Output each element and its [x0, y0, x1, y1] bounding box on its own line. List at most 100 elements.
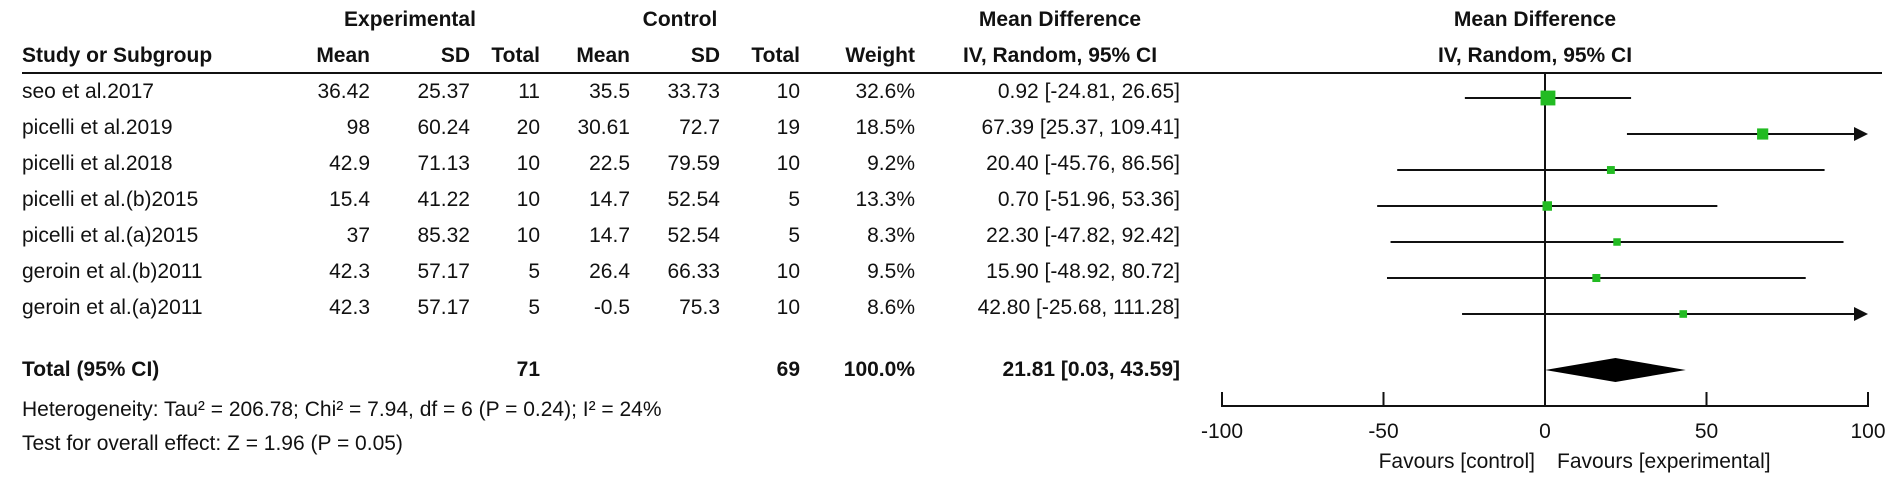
mean-difference-header: Mean Difference: [978, 8, 1142, 31]
x-tick-label: -50: [1368, 420, 1398, 443]
mean-c: 14.7: [589, 188, 630, 211]
mean-c: 14.7: [589, 224, 630, 247]
point-estimate-marker: [1679, 310, 1688, 318]
study-name: picelli et al.2018: [22, 152, 173, 175]
sd-c: 72.7: [679, 116, 720, 139]
mean-c: 22.5: [589, 152, 630, 175]
weight: 8.3%: [867, 224, 915, 247]
ci-text: 22.30 [-47.82, 92.42]: [986, 224, 1180, 247]
weight: 18.5%: [855, 116, 915, 139]
point-estimate-marker: [1540, 90, 1556, 106]
control-group-header: Control: [642, 8, 718, 31]
ci-arrow-right: [1854, 127, 1868, 141]
total-c: 10: [776, 260, 800, 283]
col-total-e-header: Total: [491, 44, 540, 67]
sd-c: 66.33: [667, 260, 720, 283]
plot-ci-header: IV, Random, 95% CI: [1437, 44, 1633, 67]
sd-c: 33.73: [667, 80, 720, 103]
x-tick-label: 50: [1695, 420, 1718, 443]
ci-text: 20.40 [-45.76, 86.56]: [986, 152, 1180, 175]
header-divider: [22, 72, 1882, 74]
col-study-header: Study or Subgroup: [22, 44, 213, 67]
mean-c: 26.4: [589, 260, 630, 283]
sd-c: 52.54: [667, 224, 720, 247]
weight: 9.5%: [867, 260, 915, 283]
col-mean-e-header: Mean: [316, 44, 370, 67]
sd-c: 75.3: [679, 296, 720, 319]
col-sd-c-header: SD: [690, 44, 720, 67]
total-c: 5: [788, 188, 800, 211]
study-name: picelli et al.2019: [22, 116, 173, 139]
table-row: seo et al.2017 36.42 25.37 11 35.5 33.73…: [0, 80, 1200, 116]
total-c: 10: [776, 152, 800, 175]
x-tick-label: -100: [1201, 420, 1243, 443]
ci-arrow-right: [1854, 307, 1868, 321]
point-estimate-marker: [1592, 273, 1601, 283]
study-name: seo et al.2017: [22, 80, 154, 103]
ci-text: 42.80 [-25.68, 111.28]: [977, 296, 1180, 319]
total-e: 5: [528, 296, 540, 319]
total-c: 19: [776, 116, 800, 139]
total-e: 5: [528, 260, 540, 283]
mean-c: 30.61: [577, 116, 630, 139]
sd-e: 57.17: [417, 260, 470, 283]
col-sd-e-header: SD: [440, 44, 470, 67]
ci-text: 15.90 [-48.92, 80.72]: [986, 260, 1180, 283]
study-name: picelli et al.(a)2015: [22, 224, 199, 247]
total-weight: 100.0%: [843, 358, 915, 381]
mean-e: 98: [346, 116, 370, 139]
table-row: picelli et al.2019 98 60.24 20 30.61 72.…: [0, 116, 1200, 152]
total-e-sum: 71: [516, 358, 540, 381]
col-total-c-header: Total: [751, 44, 800, 67]
total-e: 10: [516, 224, 540, 247]
heterogeneity-text: Heterogeneity: Tau² = 206.78; Chi² = 7.9…: [22, 398, 662, 421]
plot-mean-difference-header: Mean Difference: [1453, 8, 1617, 31]
col-weight-header: Weight: [845, 44, 915, 67]
total-c-sum: 69: [776, 358, 800, 381]
total-ci-text: 21.81 [0.03, 43.59]: [1002, 358, 1180, 381]
favours-control-label: Favours [control]: [1379, 450, 1535, 473]
ci-text: 0.92 [-24.81, 26.65]: [997, 80, 1180, 103]
sd-e: 57.17: [417, 296, 470, 319]
total-c: 5: [788, 224, 800, 247]
point-estimate-marker: [1606, 166, 1615, 174]
mean-c: -0.5: [593, 296, 630, 319]
total-e: 20: [516, 116, 540, 139]
experimental-group-header: Experimental: [344, 8, 476, 31]
ci-text: 0.70 [-51.96, 53.36]: [997, 188, 1180, 211]
mean-e: 15.4: [329, 188, 370, 211]
favours-experimental-label: Favours [experimental]: [1557, 450, 1771, 473]
mean-e: 42.9: [329, 152, 370, 175]
study-name: picelli et al.(b)2015: [22, 188, 199, 211]
sd-e: 25.37: [417, 80, 470, 103]
mean-e: 42.3: [329, 296, 370, 319]
x-tick-label: 0: [1539, 420, 1551, 443]
point-estimate-marker: [1542, 201, 1553, 211]
mean-e: 36.42: [317, 80, 370, 103]
table-row: geroin et al.(a)2011 42.3 57.17 5 -0.5 7…: [0, 296, 1200, 332]
weight: 13.3%: [855, 188, 915, 211]
ci-text: 67.39 [25.37, 109.41]: [981, 116, 1180, 139]
sd-c: 52.54: [667, 188, 720, 211]
pooled-diamond: [1545, 358, 1686, 382]
sd-c: 79.59: [667, 152, 720, 175]
total-c: 10: [776, 296, 800, 319]
sd-e: 60.24: [417, 116, 470, 139]
total-e: 11: [518, 80, 540, 103]
weight: 9.2%: [867, 152, 915, 175]
study-name: geroin et al.(b)2011: [22, 260, 203, 283]
sd-e: 71.13: [417, 152, 470, 175]
total-c: 10: [776, 80, 800, 103]
total-label: Total (95% CI): [22, 358, 160, 381]
table-row: picelli et al.2018 42.9 71.13 10 22.5 79…: [0, 152, 1200, 188]
sd-e: 85.32: [417, 224, 470, 247]
point-estimate-marker: [1613, 238, 1621, 246]
col-mean-c-header: Mean: [576, 44, 630, 67]
x-tick-label: 100: [1850, 420, 1885, 443]
total-e: 10: [516, 152, 540, 175]
point-estimate-marker: [1757, 128, 1769, 140]
col-ci-header: IV, Random, 95% CI: [962, 44, 1158, 67]
table-row: geroin et al.(b)2011 42.3 57.17 5 26.4 6…: [0, 260, 1200, 296]
total-e: 10: [516, 188, 540, 211]
